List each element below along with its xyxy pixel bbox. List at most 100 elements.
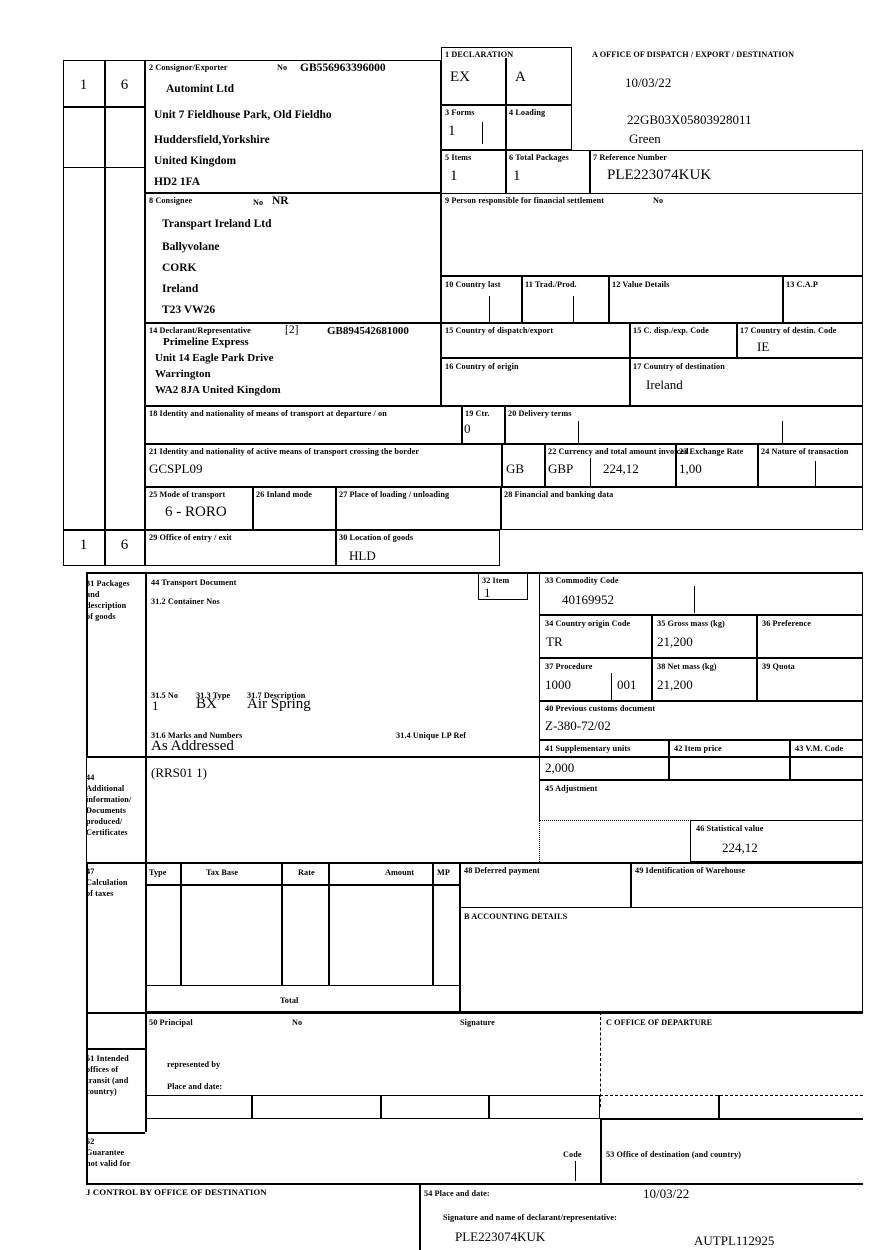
copy-number-1: 1	[79, 77, 88, 93]
box-1-subtype: A	[515, 69, 526, 85]
box-3-label: 3 Forms	[445, 108, 475, 117]
box-50-top-border	[86, 1012, 863, 1014]
box-47-col-divider-3	[328, 862, 330, 986]
box-16-17-row	[441, 358, 863, 406]
box-46-value: 224,12	[722, 840, 758, 855]
box-47-tax-table	[145, 862, 460, 986]
box-34-value: TR	[546, 634, 563, 649]
box-14-label: 14 Declarant/Representative	[149, 326, 251, 335]
box-47-col-amount: Amount	[385, 868, 415, 877]
box-8-consignee	[145, 193, 441, 323]
box-41-42-divider	[668, 740, 670, 780]
box-C-dashed-top	[600, 1012, 863, 1013]
box-22-amount: 224,12	[603, 461, 639, 476]
box-50-outer-left	[86, 1012, 88, 1072]
box-51-place-date: Place and date:	[167, 1082, 223, 1091]
box-21-value: GCSPL09	[149, 461, 203, 476]
box-27-28-divider	[500, 487, 502, 530]
box-14-address2: Warrington	[155, 368, 211, 380]
box-23-label: 23 Exchange Rate	[679, 447, 744, 456]
box-44-label-text: 44 Additional information/ Documents pro…	[86, 773, 132, 837]
box-A-mrn: 22GB03X05803928011	[627, 112, 752, 127]
box-26-27-divider	[335, 487, 337, 530]
box-31-label-text: 31 Packages and description of goods	[86, 579, 130, 621]
box-33-label: 33 Commodity Code	[545, 576, 619, 585]
box-32-item	[478, 572, 528, 600]
copy-number-underline-top	[63, 106, 145, 108]
box-47-outer-left	[86, 862, 88, 1012]
box-2-no-label: No	[277, 63, 288, 72]
box-C-label: C OFFICE OF DEPARTURE	[606, 1018, 713, 1027]
box-18-label: 18 Identity and nationality of means of …	[149, 409, 387, 418]
box-45-adjustment	[539, 780, 863, 820]
box-49-label: 49 Identification of Warehouse	[635, 866, 746, 875]
box-27-label: 27 Place of loading / unloading	[339, 490, 450, 499]
box-C-dashed-left	[600, 1012, 601, 1107]
box-51-right-bottom	[600, 1118, 863, 1120]
box-9-no-label: No	[653, 196, 664, 205]
box-47-col-taxbase: Tax Base	[206, 868, 239, 877]
box-21-nationality: GB	[506, 461, 525, 476]
box-8-address2: CORK	[162, 262, 197, 274]
box-B-accounting-details	[460, 908, 863, 1012]
box-16-17-divider	[629, 358, 631, 406]
box-14-address3: WA2 8JA United Kingdom	[155, 384, 281, 396]
box-47-top-border	[86, 862, 863, 864]
box-45-dotted-vertical	[539, 820, 542, 862]
box-47-col-divider-1	[180, 862, 182, 986]
box-37-inner-divider	[611, 673, 613, 701]
box-28-label: 28 Financial and banking data	[504, 490, 614, 499]
box-14-address1: Unit 14 Eagle Park Drive	[155, 352, 274, 364]
box-21-label: 21 Identity and nationality of active me…	[149, 447, 420, 456]
box-2-eori: GB556963396000	[300, 62, 386, 74]
box-53-label: 53 Office of destination (and country)	[606, 1150, 742, 1159]
box-42-label: 42 Item price	[674, 744, 722, 753]
box-24-tick	[815, 461, 817, 486]
box-23-value: 1,00	[679, 461, 702, 476]
box-35-36-divider	[756, 615, 758, 658]
box-31-type-label: 31.3 Type	[196, 691, 231, 700]
box-41-label: 41 Supplementary units	[545, 744, 631, 753]
box-14-eori: GB894542681000	[327, 325, 409, 337]
box-15-row	[441, 323, 863, 358]
box-47-label: 47 Calculation of taxes	[86, 866, 144, 899]
box-32-label: 32 Item	[482, 576, 510, 585]
box-38-39-divider	[756, 658, 758, 701]
box-47-header-underline	[145, 884, 460, 886]
box-20-tick-2	[782, 421, 784, 443]
box-52-code-tick	[575, 1161, 577, 1181]
box-2-label: 2 Consignor/Exporter	[149, 63, 228, 72]
box-2-name: Automint Ltd	[166, 83, 235, 95]
box-8-name: Transpart Ireland Ltd	[162, 218, 272, 230]
box-5-value: 1	[450, 168, 458, 184]
box-16-label: 16 Country of origin	[445, 362, 519, 371]
box-14-rep-code: [2]	[285, 324, 299, 336]
box-54-agent-code: AUTPL112925	[694, 1233, 775, 1248]
box-43-label: 43 V.M. Code	[795, 744, 844, 753]
box-42-43-divider	[789, 740, 791, 780]
box-31-no-value: 1	[152, 698, 159, 713]
box-9-label: 9 Person responsible for financial settl…	[445, 196, 605, 205]
box-6-value: 1	[513, 168, 521, 184]
box-51-cell-divider-4	[718, 1095, 720, 1119]
box-7-value: PLE223074KUK	[607, 167, 712, 183]
box-47-col-rate: Rate	[298, 868, 315, 877]
box-6-7-divider	[589, 150, 591, 194]
box-8-country: Ireland	[162, 283, 199, 295]
box-12-13-divider	[782, 276, 784, 323]
box-17a-label: 17 Country of destin. Code	[740, 326, 837, 335]
box-20-label: 20 Delivery terms	[508, 409, 572, 418]
box-11-tick	[573, 296, 575, 322]
copy-number-1-bottom: 1	[79, 537, 88, 553]
box-2-address1: Unit 7 Fieldhouse Park, Old Fieldho	[154, 109, 332, 121]
box-4-label: 4 Loading	[509, 108, 546, 117]
box-21-nat-divider	[501, 444, 503, 487]
box-35-label: 35 Gross mass (kg)	[657, 619, 725, 628]
box-45-label: 45 Adjustment	[545, 784, 598, 793]
box-50-label: 50 Principal	[149, 1018, 193, 1027]
box-11-label: 11 Trad./Prod.	[525, 280, 577, 289]
box-37-39-row	[539, 658, 863, 701]
box-34-label: 34 Country origin Code	[545, 619, 631, 628]
box-54-date: 10/03/22	[643, 1186, 690, 1201]
box-22-currency: GBP	[548, 461, 574, 476]
